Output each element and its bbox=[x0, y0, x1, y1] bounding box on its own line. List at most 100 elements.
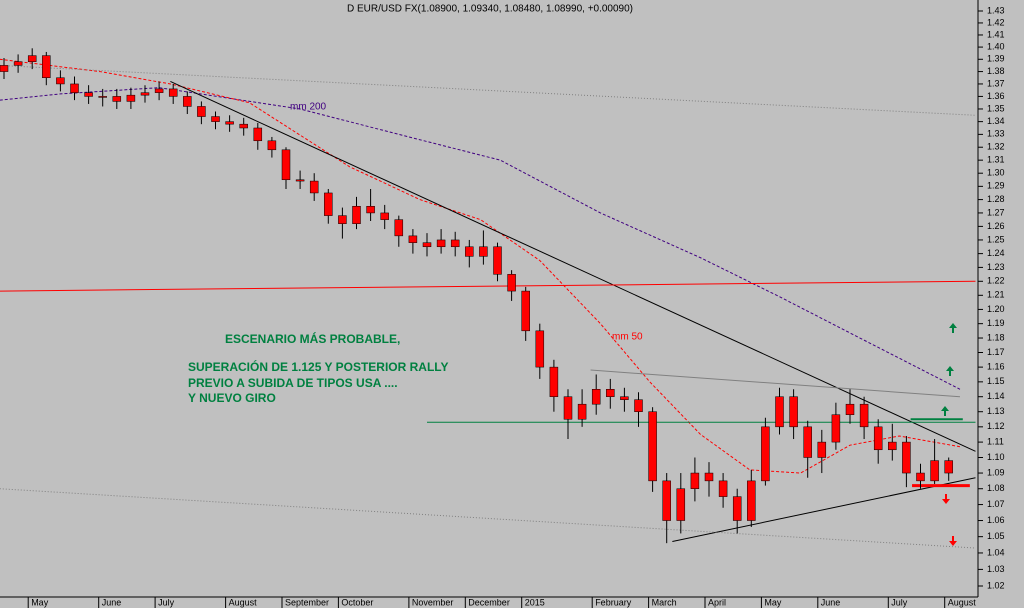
candle-body bbox=[521, 290, 530, 332]
ma-label: mm 50 bbox=[612, 332, 643, 343]
y-tick-label: 1.07 bbox=[987, 499, 1005, 509]
arrows bbox=[941, 323, 957, 546]
x-tick-label: February bbox=[595, 597, 632, 607]
x-tick-label: May bbox=[31, 597, 49, 607]
up-arrow bbox=[946, 366, 954, 376]
candle-body bbox=[380, 212, 389, 220]
x-tick-label: March bbox=[652, 597, 677, 607]
x-tick-label: May bbox=[764, 597, 782, 607]
candle-body bbox=[183, 96, 192, 107]
y-tick-label: 1.21 bbox=[987, 290, 1005, 300]
candle-body bbox=[56, 77, 65, 85]
candle-body bbox=[704, 472, 714, 482]
ma-label: mm 200 bbox=[290, 102, 327, 113]
candle-body bbox=[591, 389, 601, 405]
x-tick-label: October bbox=[341, 597, 373, 607]
candle-body bbox=[577, 403, 587, 420]
candle-body bbox=[126, 94, 136, 102]
trend-line bbox=[590, 369, 961, 398]
candle-body bbox=[789, 396, 798, 428]
y-tick-label: 1.25 bbox=[987, 234, 1005, 244]
candle-body bbox=[718, 480, 728, 497]
y-tick-label: 1.05 bbox=[987, 531, 1005, 541]
moving-average bbox=[0, 58, 961, 474]
up-arrow bbox=[949, 323, 957, 333]
x-tick-label: July bbox=[891, 597, 908, 607]
y-tick-label: 1.12 bbox=[987, 421, 1005, 431]
x-tick-label: June bbox=[102, 597, 122, 607]
y-tick-label: 1.11 bbox=[987, 436, 1004, 446]
x-tick-label: 2015 bbox=[525, 597, 545, 607]
candle-body bbox=[42, 55, 51, 78]
y-tick-label: 1.18 bbox=[987, 332, 1005, 342]
y-tick-label: 1.09 bbox=[987, 467, 1005, 477]
candle-body bbox=[493, 246, 502, 275]
up-arrow bbox=[941, 406, 949, 416]
y-tick-label: 1.26 bbox=[987, 221, 1005, 231]
y-tick-label: 1.28 bbox=[987, 194, 1005, 204]
annotation: Y NUEVO GIRO bbox=[188, 391, 276, 405]
candle-body bbox=[845, 403, 855, 415]
y-tick-label: 1.38 bbox=[987, 66, 1005, 76]
candle-body bbox=[140, 92, 150, 96]
candle-body bbox=[281, 149, 291, 181]
y-tick-label: 1.33 bbox=[987, 129, 1005, 139]
candle-body bbox=[309, 180, 319, 194]
y-tick-label: 1.17 bbox=[987, 347, 1005, 357]
candle-body bbox=[168, 88, 178, 97]
y-tick-label: 1.39 bbox=[987, 54, 1005, 64]
candle-body bbox=[253, 127, 263, 142]
y-tick-label: 1.35 bbox=[987, 103, 1005, 113]
candle-body bbox=[676, 488, 686, 521]
candle-body bbox=[436, 239, 446, 248]
candle-body bbox=[930, 460, 939, 482]
y-tick-label: 1.16 bbox=[987, 361, 1005, 371]
candle-body bbox=[620, 396, 629, 400]
candle-body bbox=[888, 441, 897, 451]
y-tick-label: 1.14 bbox=[987, 391, 1005, 401]
candle-body bbox=[13, 61, 23, 66]
candle-body bbox=[211, 116, 220, 122]
candle-body bbox=[732, 496, 742, 521]
candle-body bbox=[634, 399, 643, 412]
candle-body bbox=[563, 396, 573, 420]
y-tick-label: 1.04 bbox=[987, 547, 1005, 557]
x-tick-label: November bbox=[412, 597, 454, 607]
candle-body bbox=[817, 441, 827, 458]
trend-line bbox=[0, 64, 976, 116]
candle-body bbox=[70, 83, 79, 93]
candle-body bbox=[239, 123, 248, 129]
candle-body bbox=[225, 121, 234, 125]
y-tick-label: 1.27 bbox=[987, 207, 1005, 217]
candle-body bbox=[408, 235, 418, 243]
candle-body bbox=[465, 246, 474, 257]
candle-body bbox=[535, 330, 545, 368]
candle-body bbox=[606, 389, 615, 397]
x-tick-label: June bbox=[821, 597, 841, 607]
candle-body bbox=[98, 96, 107, 98]
y-tick-label: 1.23 bbox=[987, 262, 1005, 272]
y-tick-label: 1.43 bbox=[987, 5, 1005, 15]
x-tick-label: April bbox=[708, 597, 726, 607]
x-tick-label: December bbox=[468, 597, 510, 607]
trend-line bbox=[170, 81, 976, 452]
x-tick-label: September bbox=[285, 597, 329, 607]
y-tick-label: 1.22 bbox=[987, 276, 1005, 286]
y-tick-label: 1.31 bbox=[987, 155, 1005, 165]
candle-body bbox=[366, 205, 375, 214]
y-tick-label: 1.15 bbox=[987, 376, 1005, 386]
candle-body bbox=[803, 426, 812, 458]
trend-line bbox=[672, 477, 976, 543]
candle-body bbox=[859, 403, 869, 428]
moving-average bbox=[0, 87, 961, 390]
candle-body bbox=[352, 205, 361, 224]
candle-body bbox=[916, 472, 925, 482]
candle-body bbox=[450, 239, 460, 248]
candle-body bbox=[27, 55, 37, 62]
y-tick-label: 1.06 bbox=[987, 515, 1005, 525]
candle-body bbox=[394, 219, 404, 237]
trend-line bbox=[0, 280, 976, 292]
y-tick-label: 1.29 bbox=[987, 181, 1005, 191]
